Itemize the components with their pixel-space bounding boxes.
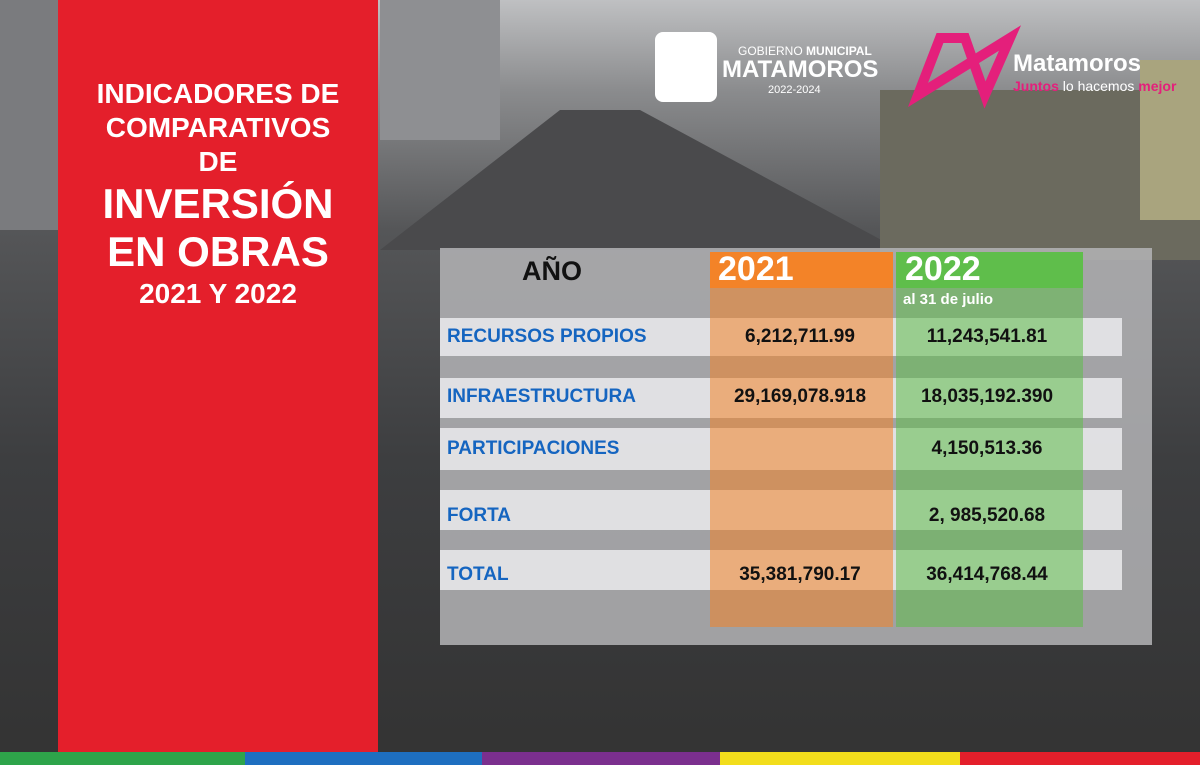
title-line: DE	[198, 146, 238, 177]
cell-2022: 18,035,192.390	[920, 386, 1054, 407]
title-panel	[58, 0, 378, 752]
cell-2021: 29,169,078.918	[733, 386, 867, 407]
header-note: al 31 de julio	[903, 291, 994, 308]
logo-text: GOBIERNO MUNICIPAL	[738, 44, 872, 58]
title-line: COMPARATIVOS	[105, 112, 331, 143]
cell-2022: 4,150,513.36	[931, 438, 1043, 459]
cell-2022: 2, 985,520.68	[928, 505, 1046, 526]
logo-text: mejor	[1138, 78, 1177, 94]
row-label: FORTA	[447, 505, 512, 526]
seal	[655, 32, 717, 102]
cell-2022: 36,414,768.44	[926, 564, 1048, 585]
col-2021-head	[710, 252, 893, 288]
col-2021	[710, 252, 893, 627]
title-line: 2021 Y 2022	[139, 278, 297, 309]
header-cell: AÑO	[522, 256, 582, 286]
title-line: INVERSIÓN	[102, 180, 334, 227]
logo-text: MUNICIPAL	[806, 44, 872, 58]
row-label: RECURSOS PROPIOS	[447, 326, 647, 347]
row-label: TOTAL	[447, 564, 509, 585]
header-cell: 2021	[718, 250, 794, 288]
title-line: EN OBRAS	[107, 228, 329, 275]
cell-2021: 35,381,790.17	[739, 564, 861, 585]
title-line: INDICADORES DE	[96, 78, 340, 109]
header-cell: 2022	[905, 250, 981, 288]
row-label: PARTICIPACIONES	[447, 438, 620, 459]
logo-text: Matamoros	[1013, 50, 1142, 77]
logo-text: MATAMOROS	[722, 56, 879, 83]
logo-text: GOBIERNO	[738, 44, 803, 58]
col-2022	[896, 252, 1083, 627]
col-2022-head	[896, 252, 1083, 288]
row-label: INFRAESTRUCTURA	[447, 386, 636, 407]
logo-text: lo hacemos	[1062, 78, 1135, 94]
cell-2021: 6,212,711.99	[745, 326, 855, 347]
cell-2022: 11,243,541.81	[926, 326, 1048, 347]
logo-text: Juntos	[1013, 78, 1059, 94]
logo-text: Juntos lo hacemos mejor	[1013, 78, 1176, 94]
logo-text: 2022-2024	[768, 84, 821, 96]
